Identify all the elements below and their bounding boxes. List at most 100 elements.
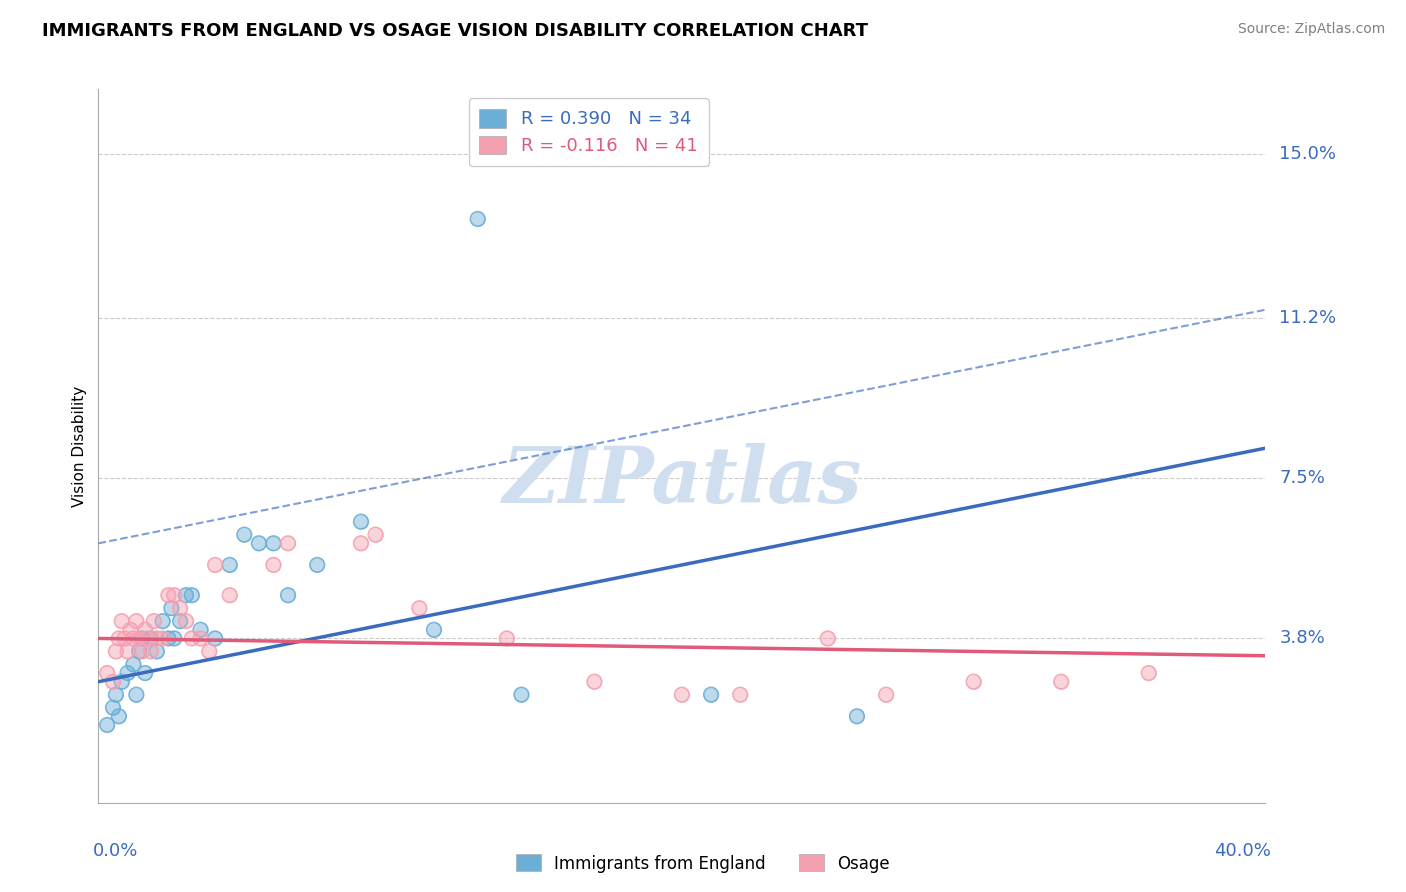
Point xyxy=(180,588,202,602)
Point xyxy=(233,527,256,541)
Point xyxy=(700,688,723,702)
Point xyxy=(134,666,156,681)
Point xyxy=(262,536,284,550)
Point xyxy=(817,632,839,646)
Point xyxy=(120,623,142,637)
Point xyxy=(136,632,159,646)
Point xyxy=(125,688,148,702)
Point xyxy=(583,674,606,689)
Point xyxy=(146,632,169,646)
Point xyxy=(218,558,240,572)
Point xyxy=(108,709,131,723)
Point xyxy=(262,558,284,572)
Y-axis label: Vision Disability: Vision Disability xyxy=(72,385,87,507)
Point xyxy=(1137,666,1160,681)
Point xyxy=(128,644,150,658)
Text: 40.0%: 40.0% xyxy=(1215,842,1271,860)
Point xyxy=(730,688,752,702)
Point xyxy=(174,614,197,628)
Point xyxy=(583,674,606,689)
Point xyxy=(163,632,186,646)
Point xyxy=(307,558,329,572)
Point xyxy=(163,632,186,646)
Point xyxy=(350,515,373,529)
Point xyxy=(108,632,131,646)
Point xyxy=(169,601,191,615)
Point xyxy=(190,632,212,646)
Point xyxy=(152,614,174,628)
Point xyxy=(146,644,169,658)
Point xyxy=(467,211,489,226)
Point xyxy=(262,536,284,550)
Point xyxy=(1050,674,1073,689)
Text: Source: ZipAtlas.com: Source: ZipAtlas.com xyxy=(1237,22,1385,37)
Point xyxy=(122,632,145,646)
Point xyxy=(96,718,118,732)
Point xyxy=(157,588,180,602)
Point xyxy=(247,536,270,550)
Point xyxy=(174,588,197,602)
Point xyxy=(146,644,169,658)
Point xyxy=(117,644,139,658)
Point xyxy=(111,674,134,689)
Point xyxy=(307,558,329,572)
Point xyxy=(122,657,145,672)
Point xyxy=(120,623,142,637)
Point xyxy=(101,674,124,689)
Point xyxy=(136,632,159,646)
Point xyxy=(131,644,153,658)
Point xyxy=(700,688,723,702)
Point xyxy=(131,644,153,658)
Point xyxy=(96,666,118,681)
Point xyxy=(104,688,127,702)
Point xyxy=(204,558,226,572)
Text: IMMIGRANTS FROM ENGLAND VS OSAGE VISION DISABILITY CORRELATION CHART: IMMIGRANTS FROM ENGLAND VS OSAGE VISION … xyxy=(42,22,868,40)
Point xyxy=(233,527,256,541)
Point xyxy=(163,588,186,602)
Point xyxy=(122,657,145,672)
Point xyxy=(108,632,131,646)
Point xyxy=(218,558,240,572)
Point xyxy=(262,558,284,572)
Point xyxy=(1137,666,1160,681)
Point xyxy=(114,632,136,646)
Point xyxy=(101,674,124,689)
Point xyxy=(96,718,118,732)
Point xyxy=(218,588,240,602)
Point xyxy=(117,666,139,681)
Point xyxy=(128,632,150,646)
Point xyxy=(350,536,373,550)
Point xyxy=(510,688,533,702)
Point xyxy=(142,614,165,628)
Point xyxy=(128,632,150,646)
Point xyxy=(204,632,226,646)
Point xyxy=(218,588,240,602)
Point xyxy=(125,614,148,628)
Point xyxy=(139,644,162,658)
Point xyxy=(111,614,134,628)
Point xyxy=(875,688,897,702)
Point xyxy=(108,709,131,723)
Legend: Immigrants from England, Osage: Immigrants from England, Osage xyxy=(509,847,897,880)
Text: 15.0%: 15.0% xyxy=(1279,145,1337,163)
Point xyxy=(131,632,153,646)
Point xyxy=(152,632,174,646)
Point xyxy=(163,588,186,602)
Text: 3.8%: 3.8% xyxy=(1279,630,1324,648)
Point xyxy=(817,632,839,646)
Point xyxy=(180,588,202,602)
Point xyxy=(962,674,984,689)
Text: 11.2%: 11.2% xyxy=(1279,310,1337,327)
Point xyxy=(160,601,183,615)
Point xyxy=(101,700,124,714)
Point xyxy=(169,614,191,628)
Point xyxy=(277,588,299,602)
Point xyxy=(160,601,183,615)
Point xyxy=(1050,674,1073,689)
Point xyxy=(117,644,139,658)
Point xyxy=(467,211,489,226)
Point xyxy=(96,666,118,681)
Point xyxy=(174,588,197,602)
Point xyxy=(247,536,270,550)
Point xyxy=(364,527,387,541)
